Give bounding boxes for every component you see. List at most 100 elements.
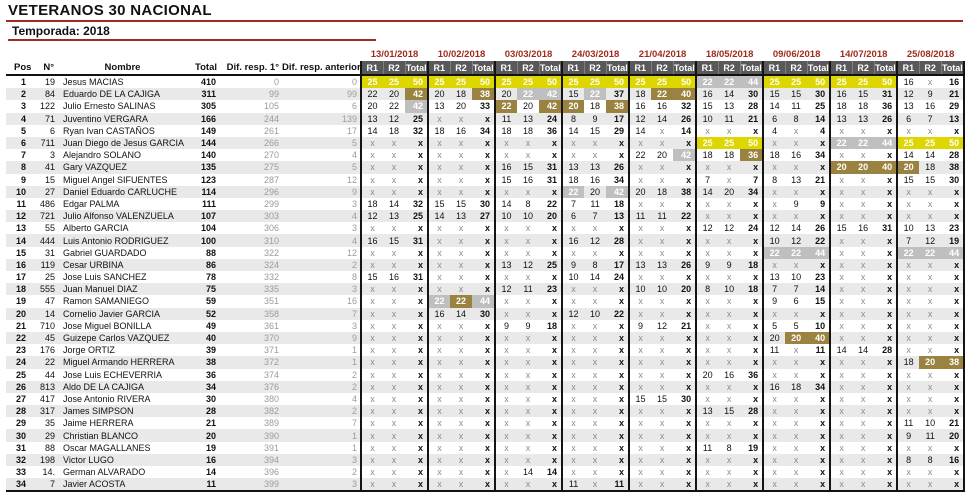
score-total-cell: x: [552, 247, 558, 258]
score-cell: 20: [762, 331, 786, 345]
score-cell: x: [896, 124, 920, 137]
score-total-cell: x: [619, 369, 625, 380]
score-cell: 14: [695, 185, 719, 198]
score-cell: 22: [427, 295, 451, 308]
score-cell: 12: [695, 222, 719, 235]
score-cell: x: [860, 296, 866, 307]
score-cell: x: [360, 319, 383, 332]
score-cell: x: [860, 454, 866, 465]
score-cell: x: [360, 380, 383, 393]
score-cell: 20: [785, 331, 808, 345]
total-cell: 166: [200, 113, 216, 124]
score-total-cell: x: [887, 467, 893, 478]
score-total-cell: x: [941, 295, 966, 308]
score-cell: x: [427, 380, 451, 393]
score-total-cell: x: [887, 211, 893, 222]
score-total-cell: x: [686, 418, 692, 429]
score-cell: x: [927, 125, 933, 136]
score-cell: 11: [628, 210, 652, 223]
score-cell: x: [561, 380, 585, 393]
dif-prev-cell: 8: [351, 272, 357, 283]
num-cell: 55: [44, 223, 55, 234]
name-cell: Juan Manuel DIAZ: [63, 284, 138, 295]
name-cell: Jose Antonio RIVERA: [63, 393, 151, 404]
date-header: 03/03/2018: [504, 49, 553, 60]
score-cell: x: [695, 271, 719, 284]
score-total-cell: x: [941, 185, 966, 198]
score-cell: x: [793, 162, 799, 173]
name-cell: Gary VAZQUEZ: [63, 162, 127, 173]
score-cell: x: [628, 405, 652, 418]
name-cell: Victor LUGO: [63, 454, 114, 465]
score-cell: x: [494, 222, 518, 235]
score-cell: 16: [657, 101, 668, 112]
score-cell: x: [927, 296, 933, 307]
dif-first-cell: 374: [263, 369, 279, 380]
name-cell: Aldo DE LA CAJIGA: [63, 381, 145, 392]
dif-first-cell: 99: [268, 89, 279, 100]
score-cell: x: [494, 417, 518, 430]
score-cell: x: [659, 308, 665, 319]
date-header: 10/02/2018: [437, 49, 486, 60]
score-cell: x: [561, 466, 585, 479]
col-header: Pos.: [6, 61, 32, 76]
score-cell: x: [726, 272, 732, 283]
score-cell: 7: [561, 197, 585, 211]
score-cell: x: [927, 284, 933, 295]
score-cell: x: [450, 478, 473, 492]
num-cell: 711: [40, 138, 55, 149]
dif-first-cell: 380: [263, 393, 279, 404]
score-cell: x: [561, 344, 585, 357]
score-cell: x: [360, 136, 383, 150]
score-cell: x: [896, 258, 920, 271]
score-total-cell: 32: [681, 101, 692, 112]
score-cell: 13: [791, 174, 802, 185]
score-total-cell: 17: [614, 259, 625, 270]
score-total-cell: x: [686, 381, 692, 392]
score-cell: x: [525, 345, 531, 356]
subcol-header: R2: [450, 61, 473, 76]
pos-cell: 28: [15, 406, 26, 417]
name-cell: Christian BLANCO: [63, 430, 139, 441]
dif-first-cell: 275: [263, 162, 279, 173]
table-row: 16 119 Cesar URBINA 86 324 2 x x x x x x 13 12 25 9 8 17 1…: [6, 258, 966, 271]
score-total-cell: x: [418, 308, 424, 319]
total-cell: 34: [205, 381, 216, 392]
score-cell: x: [695, 295, 719, 308]
score-total-cell: x: [887, 454, 893, 465]
score-cell: 18: [762, 149, 786, 162]
score-cell: x: [360, 429, 383, 442]
score-cell: x: [561, 136, 585, 150]
score-cell: 16: [523, 174, 534, 185]
score-cell: x: [718, 478, 741, 492]
score-cell: x: [793, 125, 799, 136]
score-cell: x: [829, 295, 853, 308]
score-cell: x: [860, 467, 866, 478]
score-cell: 22: [852, 136, 875, 150]
score-cell: x: [927, 186, 933, 197]
score-cell: x: [592, 467, 598, 478]
score-cell: 5: [762, 319, 786, 332]
score-cell: x: [659, 272, 665, 283]
dif-prev-cell: 2: [351, 467, 357, 478]
score-total-cell: 24: [614, 272, 625, 283]
score-cell: x: [896, 380, 920, 393]
score-total-cell: x: [418, 284, 424, 295]
score-total-cell: x: [485, 186, 491, 197]
pos-cell: 20: [15, 308, 26, 319]
score-cell: x: [860, 406, 866, 417]
score-cell: 16: [360, 234, 383, 247]
score-cell: x: [391, 247, 397, 258]
score-cell: x: [561, 149, 585, 162]
score-total-cell: 38: [941, 161, 966, 174]
score-cell: 15: [657, 393, 668, 404]
table-row: 28 317 James SIMPSON 28 382 2 x x x x x x x x x x x x x x x 1…: [6, 405, 966, 418]
score-cell: x: [659, 454, 665, 465]
score-total-cell: 42: [673, 149, 697, 162]
score-cell: 22: [896, 246, 920, 259]
score-total-cell: x: [485, 357, 491, 368]
score-cell: x: [860, 308, 866, 319]
score-total-cell: x: [485, 333, 491, 344]
score-total-cell: x: [686, 454, 692, 465]
total-cell: 88: [205, 247, 216, 258]
